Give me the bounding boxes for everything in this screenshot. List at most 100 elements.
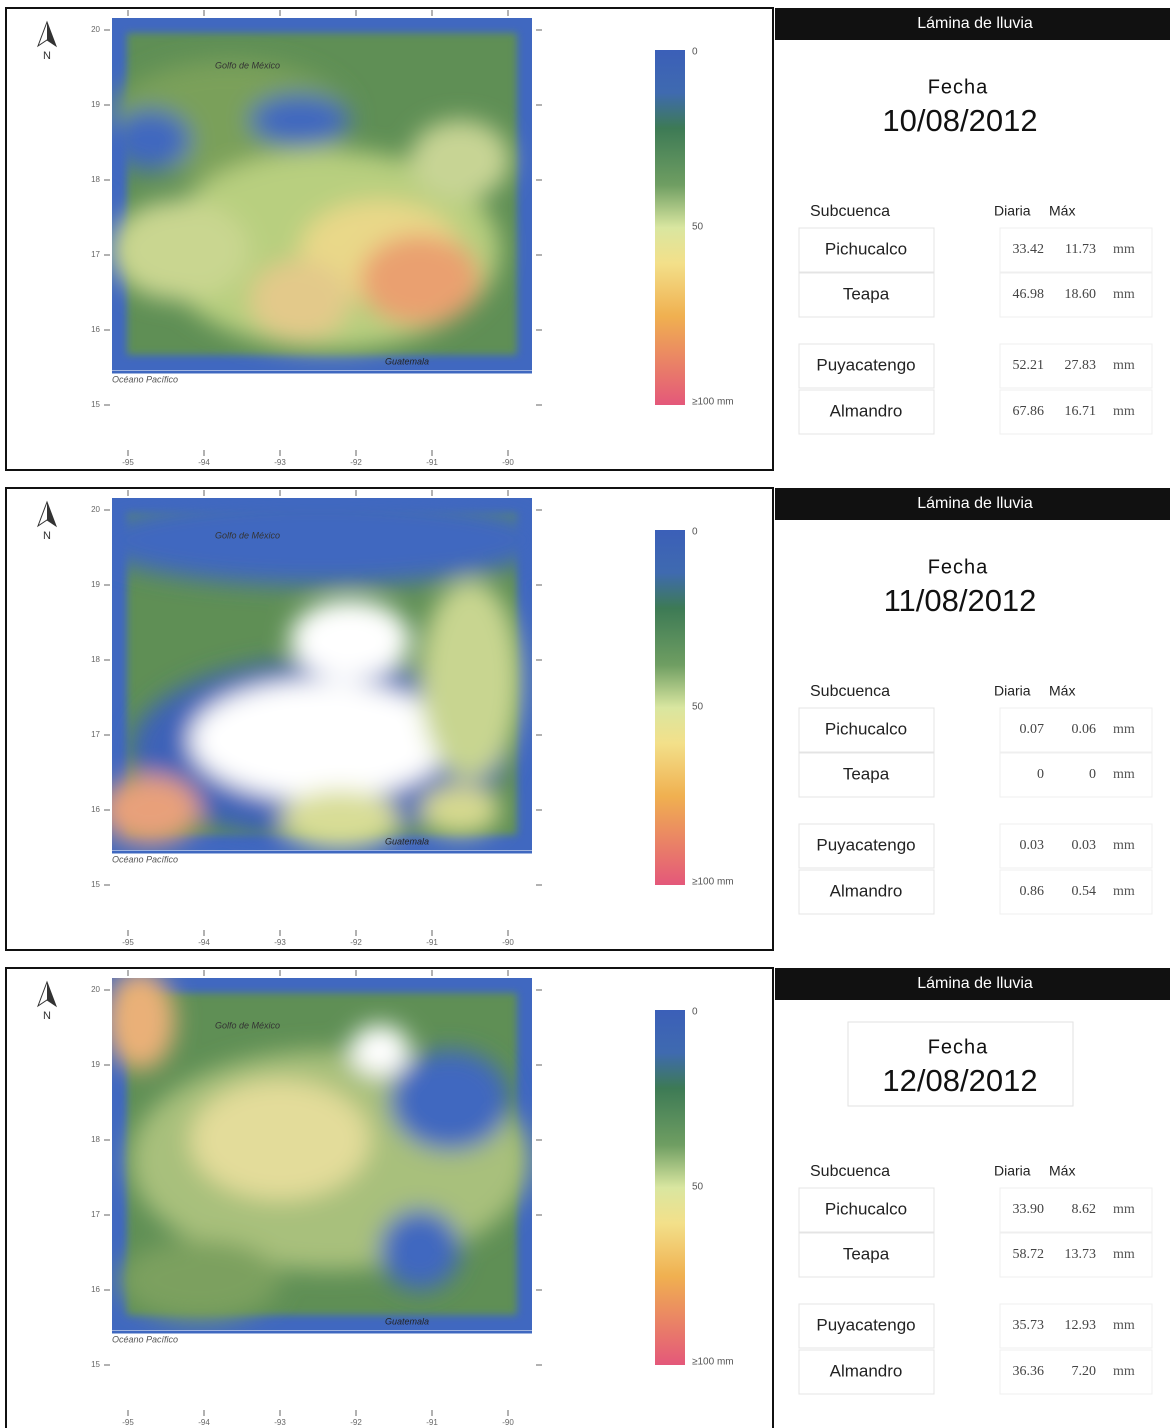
value-box: [999, 1187, 1153, 1233]
colorbar-label: 50: [692, 1182, 704, 1193]
unit: mm: [1113, 242, 1135, 257]
y-tick-label: 20: [91, 25, 100, 34]
rain-area: [350, 1025, 410, 1075]
unit: mm: [1113, 1247, 1135, 1262]
colorbar-label: ≥100 mm: [692, 1357, 734, 1368]
map-label: Océano Pacífico: [112, 854, 178, 864]
map-label: Guatemala: [385, 836, 429, 846]
header-title: Lámina de lluvia: [917, 975, 1033, 992]
x-tick-label: -95: [122, 458, 134, 467]
y-tick-label: 17: [91, 1210, 100, 1219]
rain-area: [112, 200, 250, 300]
unit: mm: [1113, 722, 1135, 737]
y-tick-label: 19: [91, 580, 100, 589]
value-box: [999, 343, 1153, 389]
rain-area: [410, 120, 510, 200]
header-bar: [775, 968, 1170, 1000]
x-tick-label: -95: [122, 938, 134, 947]
north-arrow-half: [47, 502, 56, 526]
y-tick-label: 20: [91, 985, 100, 994]
north-arrow-half: [47, 982, 56, 1006]
header-bar: [775, 488, 1170, 520]
row-box: [798, 707, 935, 753]
row-box: [798, 1232, 935, 1278]
subcuenca-name: Almandro: [830, 881, 903, 900]
map-label: Golfo de México: [215, 1020, 280, 1030]
colorbar-label: 50: [692, 702, 704, 713]
value-box: [999, 1349, 1153, 1395]
column-header: Subcuenca: [810, 683, 890, 700]
unit: mm: [1113, 1318, 1135, 1333]
daily-value: 35.73: [1013, 1318, 1045, 1333]
rain-area: [190, 1080, 370, 1200]
header-bar: [775, 8, 1170, 40]
panel: N 20 19 18 17 16 15 -95 -94 -93 -92 -91 -90 Golfo de …: [5, 487, 1170, 951]
unit: mm: [1113, 404, 1135, 419]
rain-area: [380, 1210, 460, 1290]
unit: mm: [1113, 287, 1135, 302]
rain-area: [250, 260, 350, 340]
max-value: 12.93: [1065, 1318, 1097, 1333]
max-value: 7.20: [1072, 1364, 1097, 1379]
subcuenca-name: Teapa: [843, 1244, 890, 1263]
row-box: [798, 869, 935, 915]
row-box: [798, 1349, 935, 1395]
y-tick-label: 15: [91, 880, 100, 889]
north-label: N: [43, 1010, 51, 1022]
colorbar: [655, 530, 685, 885]
value-box: [999, 389, 1153, 435]
subcuenca-name: Pichucalco: [825, 719, 907, 738]
map-label: Golfo de México: [215, 530, 280, 540]
rain-area: [112, 498, 532, 585]
x-tick-label: -90: [502, 938, 514, 947]
daily-value: 67.86: [1013, 404, 1045, 419]
column-header: Diaria: [994, 683, 1031, 699]
rain-area: [280, 790, 400, 850]
x-tick-label: -93: [274, 458, 286, 467]
x-tick-label: -94: [198, 938, 210, 947]
x-tick-label: -91: [426, 458, 438, 467]
map: [112, 978, 532, 1330]
rain-area: [360, 235, 480, 325]
subcuenca-name: Pichucalco: [825, 1199, 907, 1218]
unit: mm: [1113, 358, 1135, 373]
date-value: 11/08/2012: [884, 583, 1037, 618]
value-box: [999, 823, 1153, 869]
header-title: Lámina de lluvia: [917, 495, 1033, 512]
y-tick-label: 16: [91, 325, 100, 334]
max-value: 0: [1089, 767, 1096, 782]
rain-area: [420, 580, 520, 780]
unit: mm: [1113, 767, 1135, 782]
rain-area: [250, 95, 350, 145]
map-field: [112, 498, 532, 850]
value-box: [999, 1303, 1153, 1349]
subcuenca-name: Pichucalco: [825, 239, 907, 258]
x-tick-label: -95: [122, 1418, 134, 1427]
rain-area: [112, 978, 175, 1070]
y-tick-label: 18: [91, 1135, 100, 1144]
rain-area: [190, 680, 450, 800]
x-tick-label: -92: [350, 458, 362, 467]
map: [112, 498, 532, 850]
max-value: 8.62: [1072, 1202, 1097, 1217]
x-tick-label: -90: [502, 1418, 514, 1427]
y-tick-label: 15: [91, 400, 100, 409]
x-tick-label: -93: [274, 938, 286, 947]
row-box: [798, 389, 935, 435]
x-tick-label: -90: [502, 458, 514, 467]
map: [112, 18, 532, 370]
subcuenca-name: Almandro: [830, 1361, 903, 1380]
value-box: [999, 707, 1153, 753]
colorbar-label: 50: [692, 222, 704, 233]
row-box: [798, 343, 935, 389]
x-tick-label: -91: [426, 938, 438, 947]
colorbar: [655, 1010, 685, 1365]
y-tick-label: 19: [91, 1060, 100, 1069]
daily-value: 0.03: [1020, 838, 1045, 853]
max-value: 11.73: [1065, 242, 1096, 257]
y-tick-label: 17: [91, 250, 100, 259]
rain-area: [390, 1050, 510, 1150]
row-box: [798, 752, 935, 798]
row-box: [798, 272, 935, 318]
header-title: Lámina de lluvia: [917, 15, 1033, 32]
